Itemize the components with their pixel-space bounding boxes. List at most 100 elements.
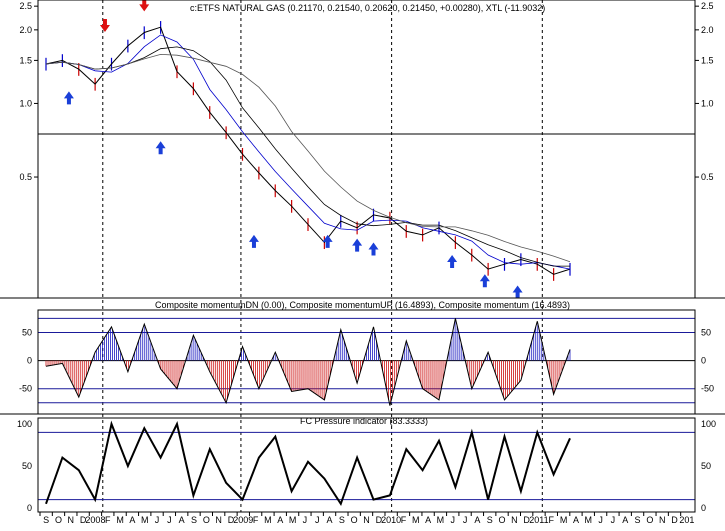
x-label-4: 2008 [85,515,105,525]
x-label-21: J [303,515,308,525]
price-title: c:ETFS NATURAL GAS (0.21170, 0.21540, 0.… [190,3,545,13]
x-label-9: J [155,515,160,525]
pressure-tick-label-right-2: 0 [701,503,706,513]
x-label-6: M [116,515,124,525]
x-label-47: A [622,515,628,525]
x-label-49: O [646,515,653,525]
price-ma-2 [45,53,571,263]
momentum-tick-label-right-0: 50 [701,327,711,337]
price-tick-label-left-4: 0.5 [19,172,32,182]
pressure-tick-label-left-2: 0 [27,503,32,513]
x-label-30: M [412,515,420,525]
price-tick-label-right-1: 2.0 [701,25,714,35]
pressure-panel [38,420,695,507]
x-label-15: D [228,515,235,525]
price-ma-1 [45,46,570,267]
x-label-3: D [80,515,87,525]
price-tick-label-left-2: 1.5 [19,55,32,65]
x-label-50: N [659,515,666,525]
price-panel [38,0,695,299]
price-tick-label-left-3: 1.0 [19,98,32,108]
up-arrow-4 [352,238,363,252]
pressure-tick-label-right-1: 50 [701,461,711,471]
x-label-16: 2009 [233,515,253,525]
x-label-0: S [43,515,49,525]
x-label-29: F [401,515,407,525]
x-label-7: A [129,515,135,525]
x-label-33: J [450,515,455,525]
down-arrow-1 [139,0,150,12]
grid-layer [102,0,543,512]
up-arrow-1 [155,141,166,155]
pressure-tick-label-left-1: 50 [22,461,32,471]
momentum-tick-label-left-0: 50 [22,327,32,337]
price-tick-label-right-0: 2.5 [701,1,714,11]
x-label-13: O [203,515,210,525]
pressure-tick-label-right-0: 100 [701,419,716,429]
up-arrow-2 [248,234,259,248]
x-label-44: M [585,515,593,525]
x-label-19: A [277,515,283,525]
x-label-31: A [425,515,431,525]
x-label-2: N [68,515,75,525]
x-label-35: A [474,515,480,525]
x-label-51: D [671,515,678,525]
x-label-12: S [191,515,197,525]
pressure-line [45,420,571,507]
price-close-line [45,26,571,275]
x-label-45: J [598,515,603,525]
x-label-42: M [560,515,568,525]
momentum-tick-label-left-1: 0 [27,356,32,366]
x-label-39: D [523,515,530,525]
price-tick-label-right-3: 1.0 [701,98,714,108]
price-tick-label-right-2: 1.5 [701,55,714,65]
momentum-panel [38,317,695,406]
momentum-tick-label-right-2: -50 [701,384,714,394]
x-label-43: A [573,515,579,525]
up-arrow-8 [512,285,523,299]
up-arrow-0 [63,91,74,105]
up-arrow-6 [447,254,458,268]
x-label-38: N [511,515,518,525]
momentum-title: Composite momentumDN (0.00), Composite m… [155,300,570,310]
x-label-27: D [376,515,383,525]
pressure-tick-label-left-0: 100 [17,419,32,429]
x-label-25: O [351,515,358,525]
x-label-1: O [55,515,62,525]
x-label-5: F [105,515,111,525]
x-label-22: J [315,515,320,525]
x-label-48: S [635,515,641,525]
momentum-tick-label-right-1: 0 [701,356,706,366]
pressure-title: FC Pressure indicator (83.3333) [300,416,428,426]
momentum-tick-label-left-2: -50 [19,384,32,394]
x-label-17: F [253,515,259,525]
x-label-26: N [363,515,370,525]
down-arrow-0 [99,18,110,32]
x-label-10: J [167,515,172,525]
up-arrow-5 [368,242,379,256]
x-label-28: 2010 [381,515,401,525]
x-label-40: 2011 [529,515,548,525]
x-label-37: O [499,515,506,525]
x-label-36: S [487,515,493,525]
x-label-23: A [327,515,333,525]
x-label-20: M [289,515,297,525]
x-label-52: 201 [679,515,694,525]
x-label-24: S [339,515,345,525]
up-arrow-7 [479,274,490,288]
up-arrow-3 [322,234,333,248]
x-label-46: J [611,515,616,525]
price-tick-label-left-0: 2.5 [19,1,32,11]
price-ma-0 [45,34,571,270]
x-label-8: M [141,515,149,525]
x-label-11: A [179,515,185,525]
pressure-frame [37,417,696,513]
x-label-32: M [437,515,445,525]
x-label-14: N [215,515,222,525]
price-tick-label-right-4: 0.5 [701,172,714,182]
momentum-outline [45,318,571,406]
